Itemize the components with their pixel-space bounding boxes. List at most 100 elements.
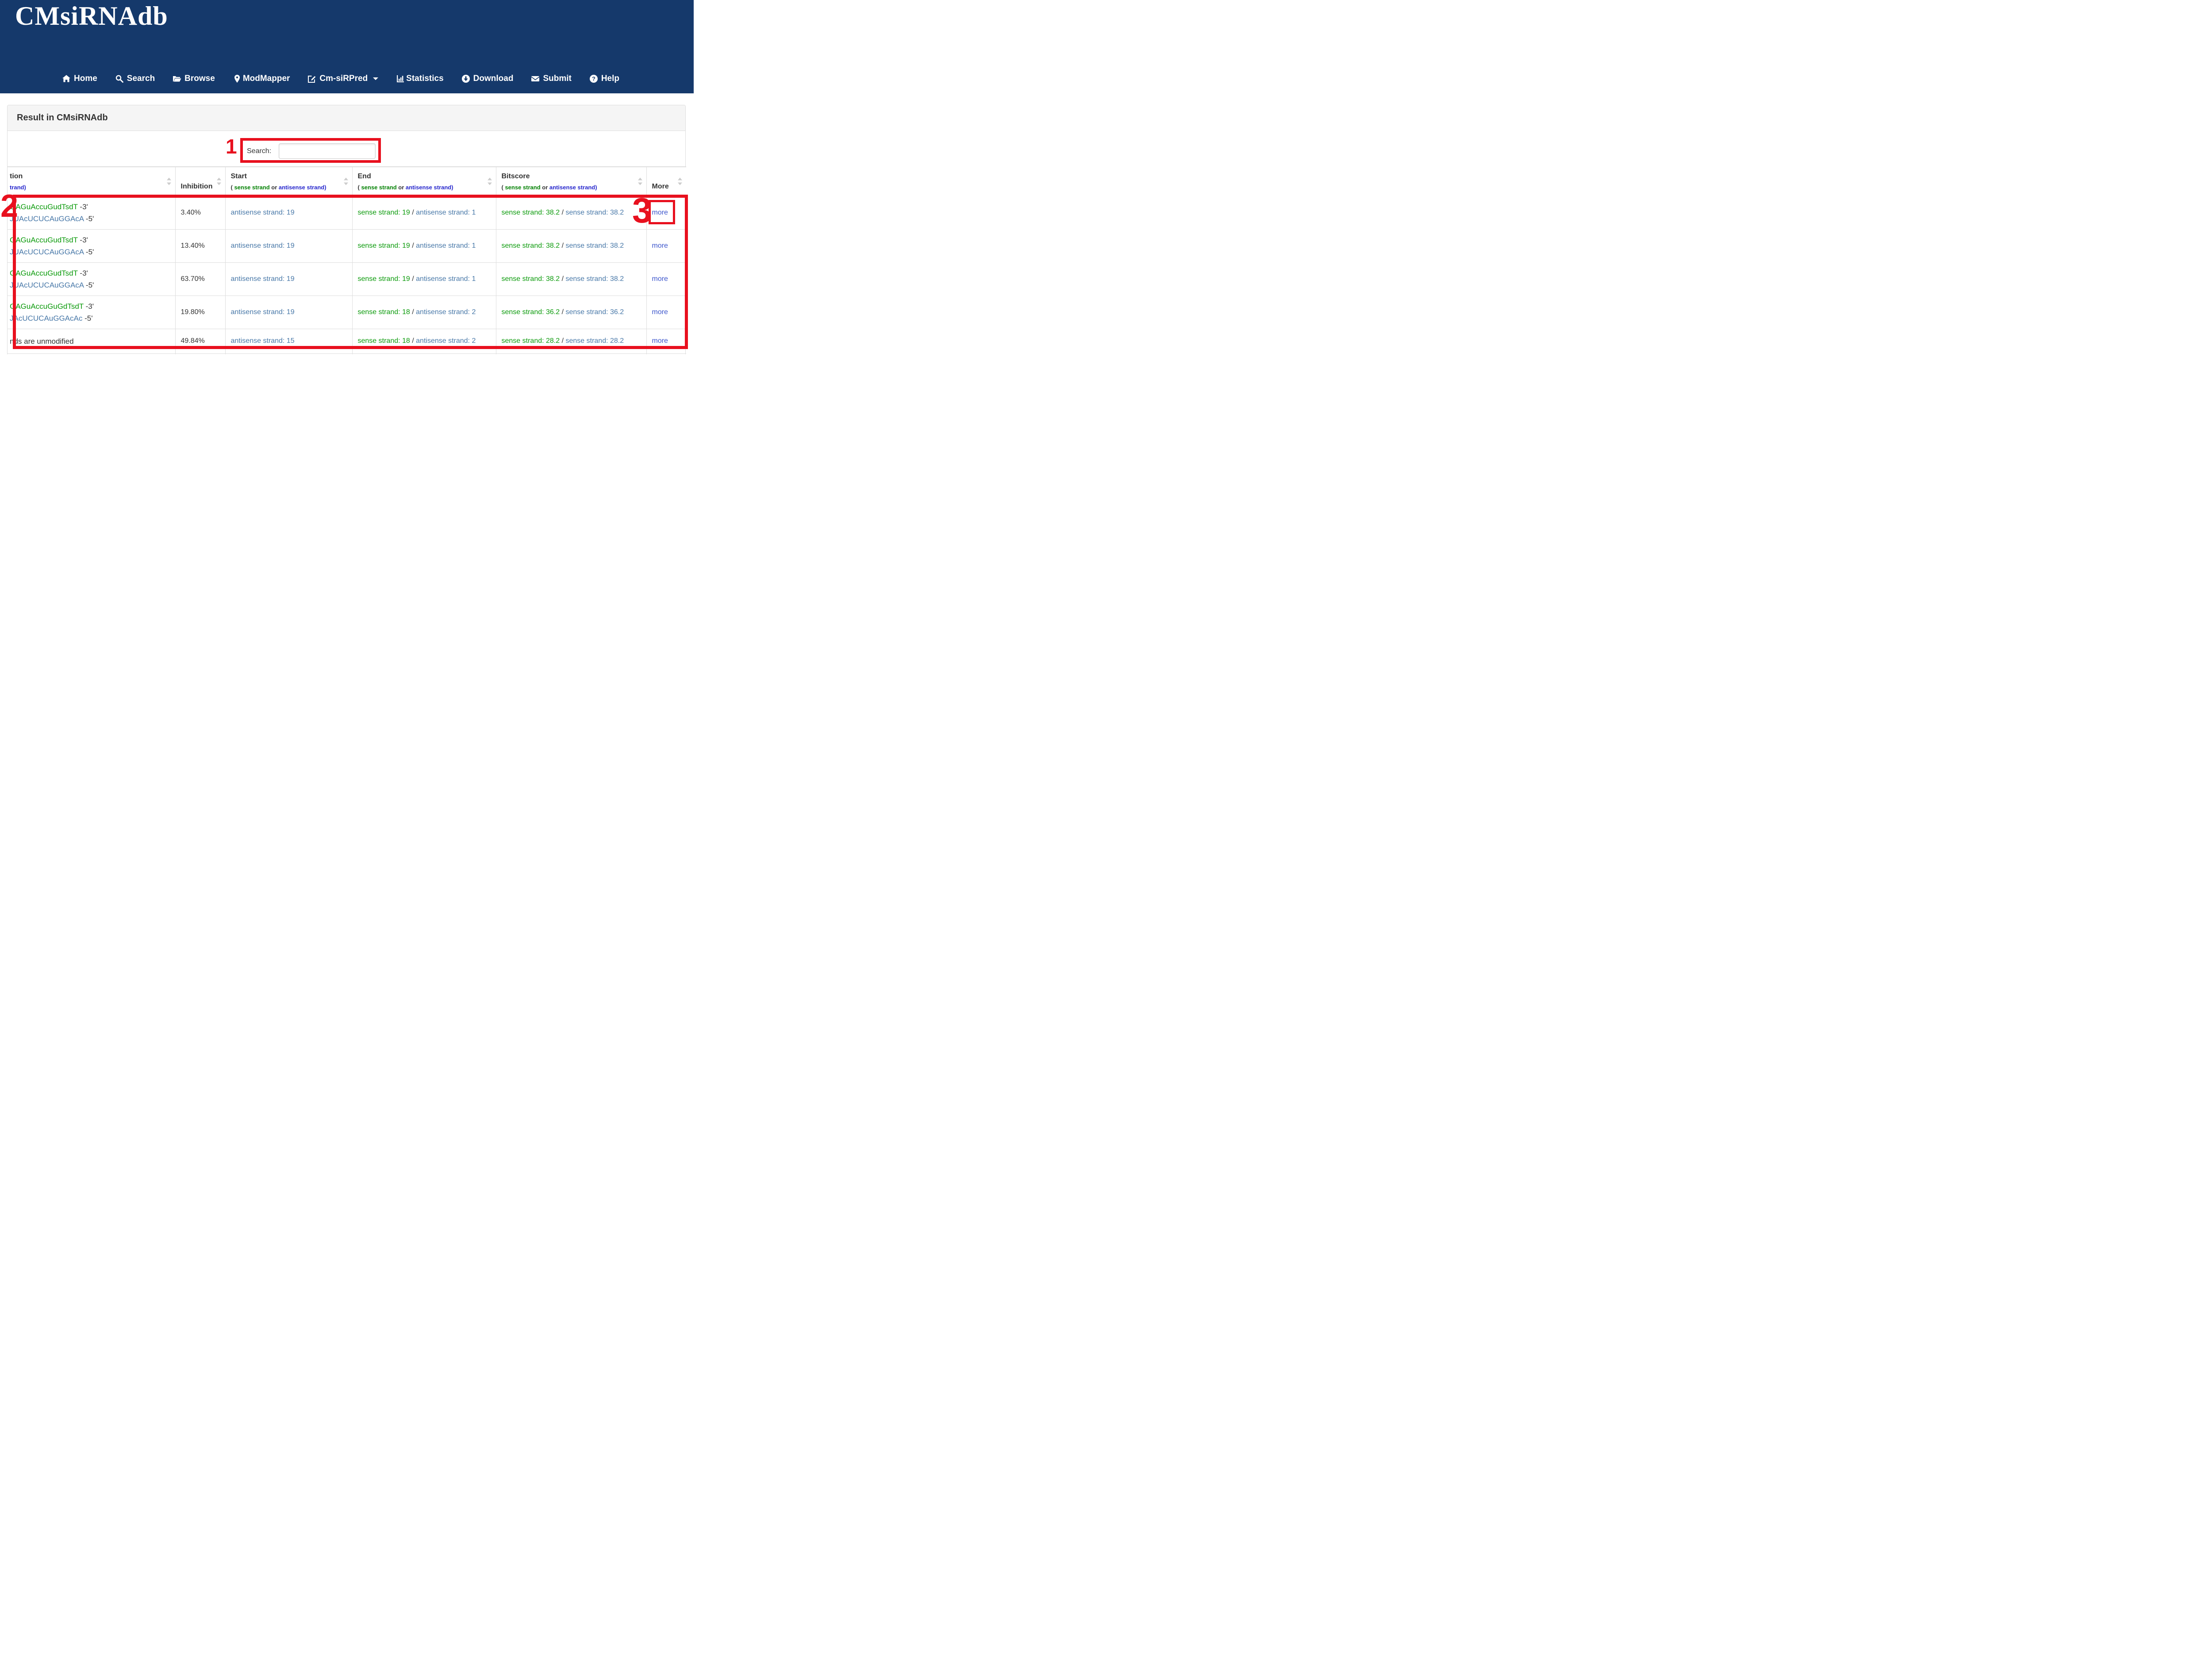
modification-cell: nds are unmodified [8,329,175,353]
results-table: tion trand) Inhibition Start ( sense str… [8,166,686,354]
antisense-strand-label: antisense strand) [549,184,597,191]
sort-icons[interactable] [637,177,642,185]
result-panel: Result in CMsiRNAdb Search: tion trand) … [7,105,686,354]
antisense-sequence: JAcUCUCAuGGAcAc [10,314,83,323]
modification-cell: GAGuAccuGudTsdT -3' JUAcUCUCAuGGAcA -5' [10,202,94,223]
column-header-start[interactable]: Start ( sense strand or antisense strand… [225,167,352,196]
svg-text:?: ? [592,76,595,82]
column-subtitle: ( sense strand or antisense strand) [357,184,453,191]
more-cell: more [646,296,686,329]
nav-label: Cm-siRPred [319,74,368,83]
column-title: More [652,182,669,190]
antisense-sequence: JUAcUCUCAuGGAcA [10,247,84,256]
column-subtitle: ( sense strand or antisense strand) [230,184,326,191]
inhibition-cell: 13.40% [175,229,225,262]
download-circle-icon [461,74,470,83]
bitscore-cell: sense strand: 38.2 / sense strand: 38.2 [495,262,646,296]
sense-strand-label: sense strand [234,184,270,191]
end-cell: sense strand: 19 / antisense strand: 1 [352,196,496,229]
page: CMsiRNAdb Home Search Browse ModMa [0,0,694,354]
column-title: tion [10,172,23,180]
inhibition-cell: 3.40% [175,196,225,229]
home-icon [62,74,71,83]
caret-down-icon [373,77,379,80]
nav-item-home[interactable]: Home [62,74,97,84]
main-navigation: Home Search Browse ModMapper Cm- [62,71,619,87]
nav-item-modmapper[interactable]: ModMapper [233,74,290,84]
nav-item-browse[interactable]: Browse [173,74,215,84]
bitscore-cell: sense strand: 38.2 / sense strand: 38.2 [495,196,646,229]
column-header-bitscore[interactable]: Bitscore ( sense strand or antisense str… [495,167,646,196]
map-marker-icon [233,74,242,83]
column-header-modification[interactable]: tion trand) [8,167,175,196]
sort-icons[interactable] [678,177,682,185]
site-logo[interactable]: CMsiRNAdb [15,1,168,31]
bitscore-cell: sense strand: 36.2 / sense strand: 36.2 [495,296,646,329]
sort-icons[interactable] [343,177,348,185]
more-cell: more [646,229,686,262]
table-row: GAGuAccuGuGdTsdT -3' JAcUCUCAuGGAcAc -5'… [8,296,686,329]
sort-icons[interactable] [216,177,221,185]
table-row: nds are unmodified 49.84% antisense stra… [8,329,686,353]
column-title: Inhibition [180,182,213,190]
table-row: GAGuAccuGudTsdT -3' JUAcUCUCAuGGAcA -5' … [8,229,686,262]
start-cell: antisense strand: 19 [225,296,352,329]
sense-sequence: GAGuAccuGuGdTsdT [10,302,84,311]
column-title: Start [230,172,247,180]
sense-sequence: GAGuAccuGudTsdT [10,269,78,277]
start-cell: antisense strand: 15 [225,329,352,353]
modification-cell: GAGuAccuGudTsdT -3' JUAcUCUCAuGGAcA -5' [10,235,94,256]
envelope-icon [531,74,540,83]
modification-cell: GAGuAccuGuGdTsdT -3' JAcUCUCAuGGAcAc -5' [10,302,94,323]
more-link[interactable]: more [652,337,668,345]
more-cell: more [646,196,686,229]
more-link[interactable]: more [652,275,668,283]
table-row: GAGuAccuGudTsdT -3' JUAcUCUCAuGGAcA -5' … [8,262,686,296]
modification-note: nds are unmodified [10,337,74,346]
page-title: Result in CMsiRNAdb [17,113,108,123]
nav-item-search[interactable]: Search [115,74,155,84]
antisense-strand-label: antisense strand) [278,184,326,191]
more-link[interactable]: more [652,208,668,216]
inhibition-cell: 19.80% [175,296,225,329]
sort-icons[interactable] [166,177,171,185]
nav-item-download[interactable]: Download [461,74,514,84]
end-cell: sense strand: 18 / antisense strand: 2 [352,329,496,353]
site-header: CMsiRNAdb Home Search Browse ModMa [0,0,694,93]
sense-sequence: GAGuAccuGudTsdT [10,202,78,211]
sort-icons[interactable] [487,177,492,185]
nav-item-cm-sirpred[interactable]: Cm-siRPred [307,74,379,84]
nav-label: ModMapper [242,74,290,83]
nav-label: Download [473,74,514,83]
inhibition-cell: 63.70% [175,262,225,296]
column-subtitle: trand) [10,184,26,191]
nav-item-statistics[interactable]: Statistics [396,74,444,84]
bitscore-cell: sense strand: 28.2 / sense strand: 28.2 [495,329,646,353]
modification-cell: GAGuAccuGudTsdT -3' JUAcUCUCAuGGAcA -5' [10,269,94,289]
antisense-strand-label: antisense strand) [405,184,453,191]
column-subtitle: ( sense strand or antisense strand) [501,184,597,191]
nav-item-help[interactable]: ? Help [589,74,619,84]
end-cell: sense strand: 19 / antisense strand: 1 [352,262,496,296]
start-cell: antisense strand: 19 [225,229,352,262]
antisense-sequence: JUAcUCUCAuGGAcA [10,280,84,289]
column-header-more[interactable]: More [646,167,686,196]
column-header-end[interactable]: End ( sense strand or antisense strand) [352,167,496,196]
nav-label: Help [601,74,620,83]
start-cell: antisense strand: 19 [225,196,352,229]
search-label: Search: [247,147,272,155]
sense-sequence: GAGuAccuGudTsdT [10,235,78,244]
start-cell: antisense strand: 19 [225,262,352,296]
end-cell: sense strand: 19 / antisense strand: 1 [352,229,496,262]
table-row-partial [8,353,686,354]
more-link[interactable]: more [652,242,668,250]
nav-label: Browse [184,74,215,83]
nav-item-submit[interactable]: Submit [531,74,572,84]
search-input[interactable] [279,143,376,159]
column-header-inhibition[interactable]: Inhibition [175,167,225,196]
bitscore-cell: sense strand: 38.2 / sense strand: 38.2 [495,229,646,262]
inhibition-cell: 49.84% [175,329,225,353]
more-link[interactable]: more [652,308,668,316]
search-icon [115,74,124,83]
antisense-sequence: JUAcUCUCAuGGAcA [10,214,84,223]
